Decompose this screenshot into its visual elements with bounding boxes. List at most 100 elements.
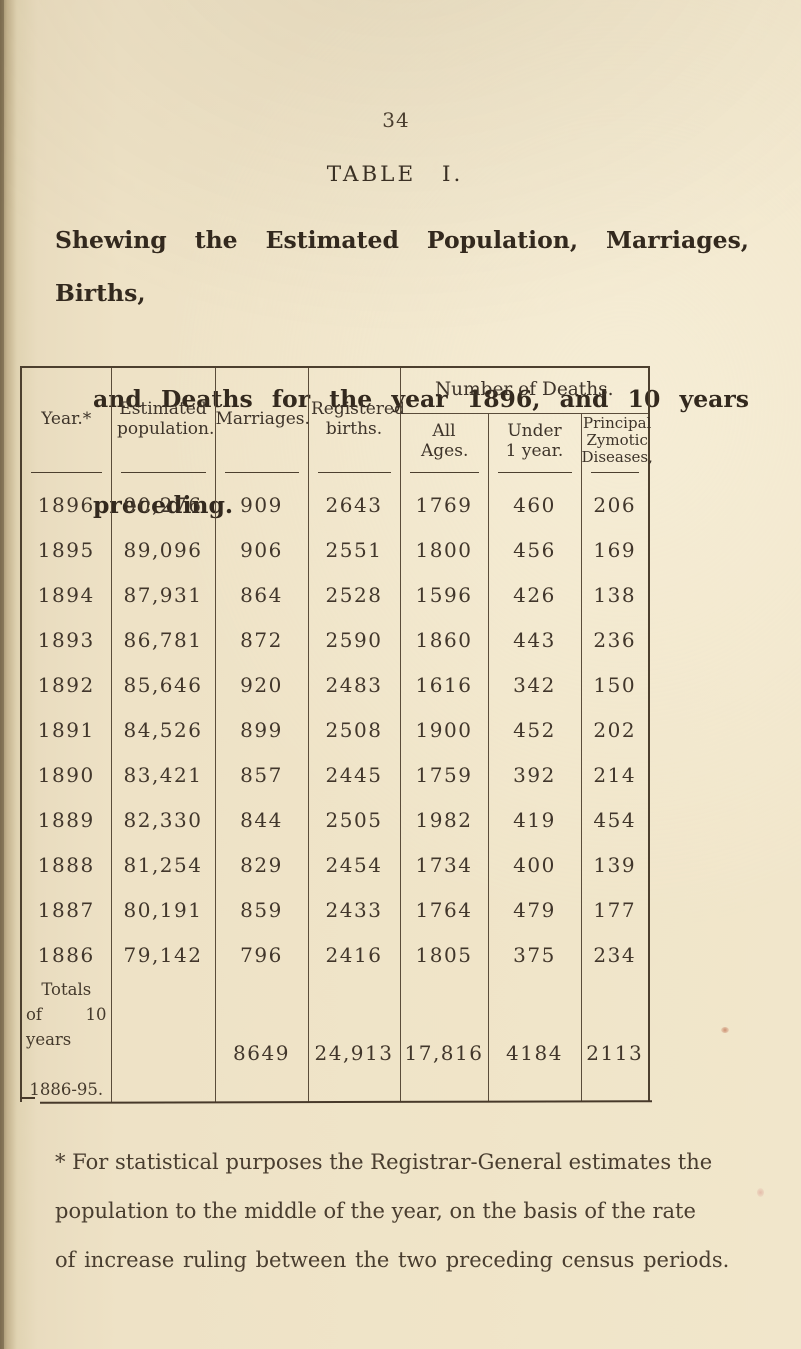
marriages-cell: 864 (215, 572, 309, 617)
deaths-zymotic-cell: 206 (593, 492, 637, 517)
population-column-header: Estimated population. (111, 367, 216, 469)
table-bottom-rule-left-segment (20, 1097, 35, 1099)
births-cell: 2528 (308, 572, 401, 617)
births-cell: 2416 (308, 932, 401, 977)
marriages-cell: 844 (215, 797, 309, 842)
deaths-all-ages-cell: 1900 (400, 707, 489, 752)
footnote-line-2: population to the middle of the year, on… (55, 1199, 696, 1223)
year-cell: 1889 (21, 797, 112, 842)
year-cell: 1888 (21, 842, 112, 887)
totals-births-cell: 24,913 (308, 977, 401, 1102)
births-cell: 2433 (308, 887, 401, 932)
zymotic-diseases-header-text: Principal Zymotic Diseases, (581, 414, 653, 467)
totals-label-line-3: 1886-95. (29, 1080, 104, 1099)
marriages-cell: 829 (215, 842, 309, 887)
table-row: 1890 83,421 857 2445 1759 392 214 (21, 752, 649, 797)
population-cell: 84,526 (111, 707, 216, 752)
births-column-header: Registered births. (308, 367, 405, 469)
separator-dash (111, 469, 216, 482)
footnote-line-3: of increase ruling between the two prece… (55, 1248, 730, 1272)
separator-dash (21, 469, 112, 482)
deaths-zymotic-cell: 177 (593, 897, 637, 922)
population-cell: 79,142 (111, 932, 216, 977)
table-row: 1888 81,254 829 2454 1734 400 139 (21, 842, 649, 887)
deaths-zymotic-cell: 236 (593, 627, 637, 652)
marriages-column-header: Marriages. (215, 367, 310, 469)
births-cell: 2643 (308, 482, 401, 527)
births-cell: 2590 (308, 617, 401, 662)
population-cell: 81,254 (111, 842, 216, 887)
deaths-zymotic-cell: 139 (593, 852, 637, 877)
separator-dash (308, 469, 401, 482)
separator-dash (581, 469, 649, 482)
deaths-zymotic-cell: 202 (593, 717, 637, 742)
totals-label-cell: Totals of 10 years 1886-95. (21, 977, 112, 1102)
deaths-group-header: Number of Deaths. (400, 367, 650, 414)
population-cell: 89,096 (111, 527, 216, 572)
deaths-under-1-cell: 479 (488, 887, 582, 932)
births-header-text: Registered births. (311, 398, 405, 439)
births-cell: 2508 (308, 707, 401, 752)
marriages-cell: 920 (215, 662, 309, 707)
year-cell: 1890 (21, 752, 112, 797)
caption-line-1: Shewing the Estimated Population, Marria… (55, 226, 749, 307)
separator-dash (215, 469, 309, 482)
population-cell: 85,646 (111, 662, 216, 707)
marriages-cell: 796 (215, 932, 309, 977)
deaths-zymotic-cell: 234 (593, 942, 637, 967)
all-ages-header: All Ages. (400, 413, 489, 469)
table-row: 1886 79,142 796 2416 1805 375 234 (21, 932, 649, 977)
deaths-zymotic-cell: 214 (593, 762, 637, 787)
deaths-under-1-cell: 443 (488, 617, 582, 662)
population-cell: 90,276 (111, 482, 216, 527)
page-number: 34 (382, 108, 410, 132)
table-bottom-rule (39, 1100, 653, 1104)
separator-dash (400, 469, 489, 482)
deaths-all-ages-cell: 1860 (400, 617, 489, 662)
deaths-all-ages-cell: 1982 (400, 797, 489, 842)
year-cell: 1894 (21, 572, 112, 617)
totals-deaths-under-1-cell: 4184 (488, 977, 582, 1102)
deaths-under-1-cell: 342 (488, 662, 582, 707)
deaths-under-1-cell: 400 (488, 842, 582, 887)
year-cell: 1893 (21, 617, 112, 662)
births-cell: 2505 (308, 797, 401, 842)
deaths-all-ages-cell: 1616 (400, 662, 489, 707)
deaths-all-ages-cell: 1769 (400, 482, 489, 527)
year-cell: 1891 (21, 707, 112, 752)
footnote-line-1: * For statistical purposes the Registrar… (55, 1150, 713, 1174)
births-cell: 2445 (308, 752, 401, 797)
ink-speck (721, 1027, 729, 1033)
deaths-under-1-cell: 456 (488, 527, 582, 572)
deaths-zymotic-cell: 150 (593, 672, 637, 697)
births-cell: 2551 (308, 527, 401, 572)
table-row: 1894 87,931 864 2528 1596 426 138 (21, 572, 649, 617)
deaths-under-1-cell: 460 (488, 482, 582, 527)
table-row: 1895 89,096 906 2551 1800 456 169 (21, 527, 649, 572)
totals-deaths-all-ages-cell: 17,816 (400, 977, 489, 1102)
population-cell: 80,191 (111, 887, 216, 932)
deaths-all-ages-cell: 1805 (400, 932, 489, 977)
year-cell: 1887 (21, 887, 112, 932)
marriages-cell: 899 (215, 707, 309, 752)
deaths-under-1-cell: 375 (488, 932, 582, 977)
table-title: TABLE I. (326, 162, 464, 187)
deaths-all-ages-cell: 1759 (400, 752, 489, 797)
deaths-under-1-cell: 426 (488, 572, 582, 617)
table-row: 1892 85,646 920 2483 1616 342 150 (21, 662, 649, 707)
deaths-all-ages-cell: 1764 (400, 887, 489, 932)
all-ages-header-text: All Ages. (421, 421, 469, 462)
marriages-cell: 909 (215, 482, 309, 527)
year-column-header: Year.* (21, 367, 112, 469)
totals-row: Totals of 10 years 1886-95. 8649 24,913 … (21, 977, 649, 1102)
totals-deaths-zymotic-cell: 2113 (586, 1040, 644, 1065)
deaths-under-1-cell: 419 (488, 797, 582, 842)
population-cell: 82,330 (111, 797, 216, 842)
births-cell: 2483 (308, 662, 401, 707)
year-cell: 1892 (21, 662, 112, 707)
marriages-cell: 906 (215, 527, 309, 572)
deaths-under-1-cell: 392 (488, 752, 582, 797)
under-1-year-header-text: Under 1 year. (505, 421, 564, 462)
zymotic-diseases-header: Principal Zymotic Diseases, (581, 413, 653, 469)
population-cell: 86,781 (111, 617, 216, 662)
